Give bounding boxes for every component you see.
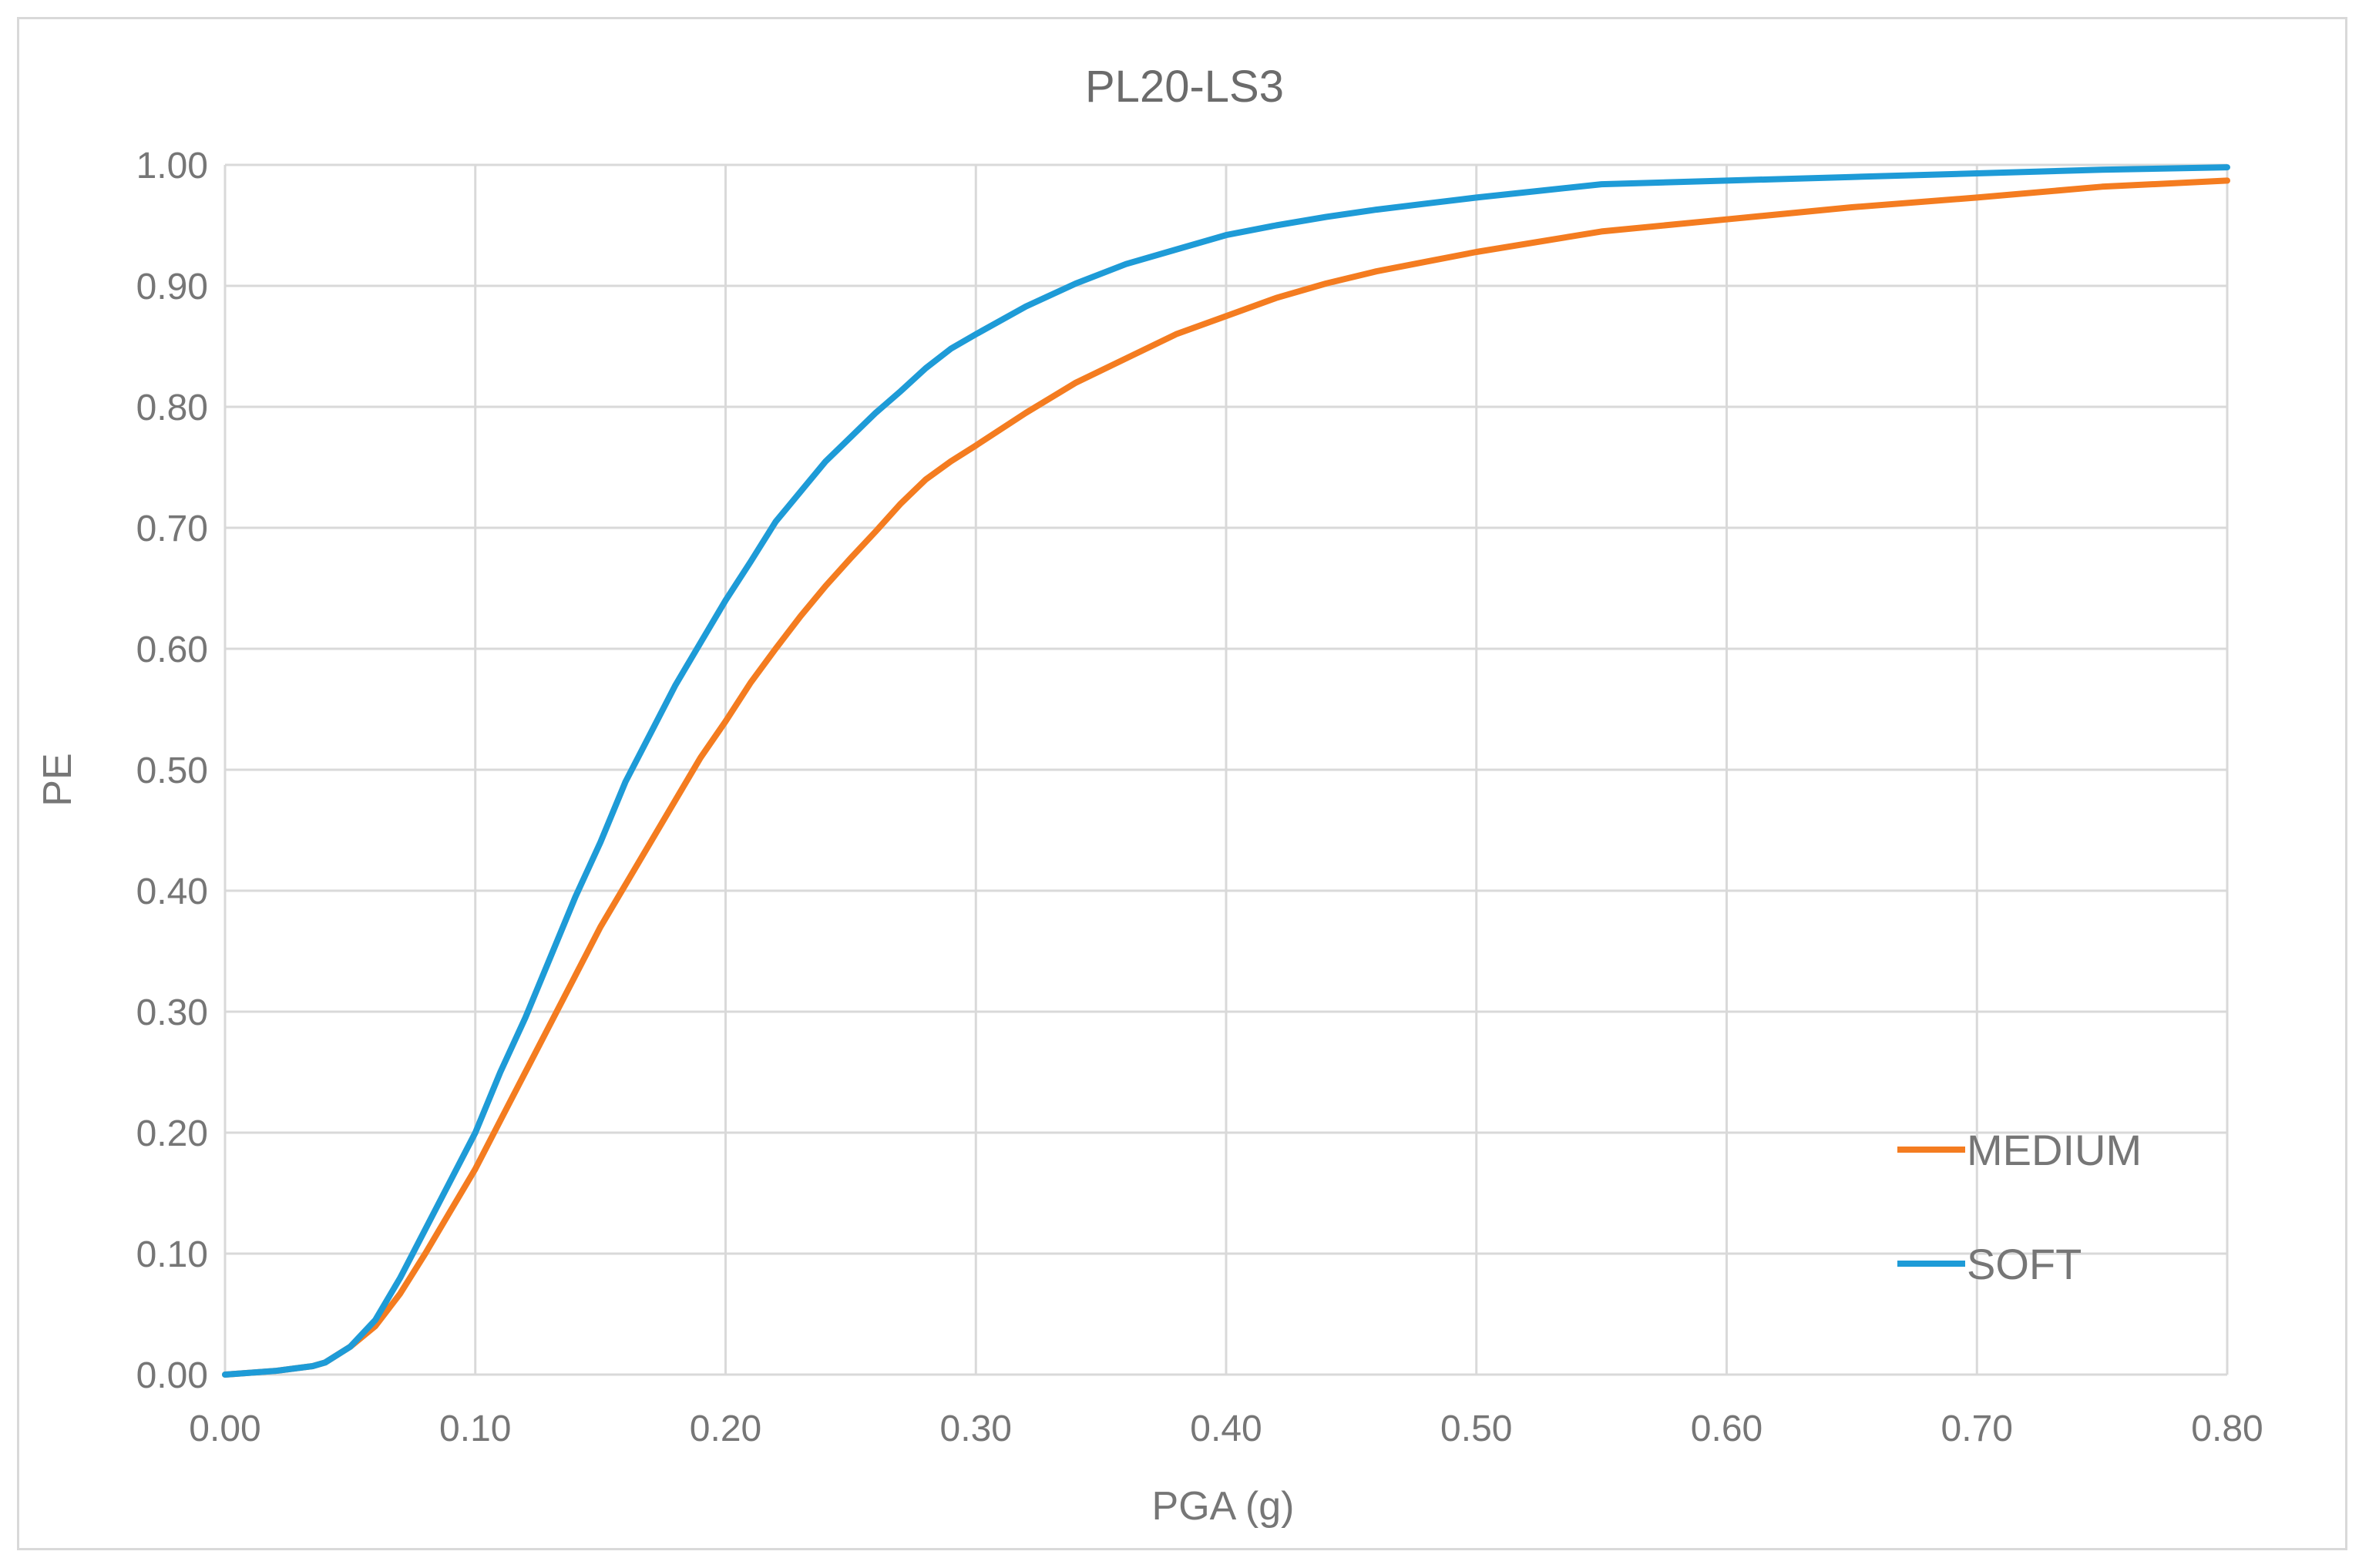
tick-label-layer: 0.00 0.10 0.20 0.30 0.40 0.50 0.60 0.70 0.80 0.90… <box>136 146 2263 1449</box>
y-tick-label: 0.00 <box>136 1355 208 1396</box>
x-tick-label: 0.40 <box>1190 1409 1262 1449</box>
x-tick-label: 0.70 <box>1941 1409 2013 1449</box>
series-line-medium <box>222 177 2230 1378</box>
y-tick-label: 0.80 <box>136 388 208 428</box>
legend-label-soft: SOFT <box>1967 1240 2082 1288</box>
x-tick-label: 0.30 <box>940 1409 1012 1449</box>
legend: MEDIUM SOFT <box>1897 1126 2142 1288</box>
y-tick-label: 0.60 <box>136 630 208 670</box>
chart-frame <box>17 17 2347 1550</box>
y-axis-title: PE <box>35 753 80 806</box>
y-tick-label: 0.10 <box>136 1234 208 1275</box>
legend-label-medium: MEDIUM <box>1967 1126 2142 1174</box>
series-layer <box>222 164 2230 1378</box>
x-tick-label: 0.10 <box>439 1409 511 1449</box>
series-line-soft <box>222 164 2230 1378</box>
y-tick-label: 0.50 <box>136 750 208 791</box>
grid-layer <box>223 163 2229 1376</box>
y-tick-label: 1.00 <box>136 146 208 186</box>
y-tick-label: 0.40 <box>136 871 208 912</box>
y-tick-label: 0.90 <box>136 267 208 307</box>
x-tick-label: 0.20 <box>690 1409 761 1449</box>
x-tick-label: 0.00 <box>189 1409 260 1449</box>
y-tick-label: 0.20 <box>136 1113 208 1154</box>
y-tick-label: 0.70 <box>136 509 208 549</box>
x-tick-label: 0.60 <box>1691 1409 1762 1449</box>
x-axis-title: PGA (g) <box>1152 1484 1295 1529</box>
x-tick-label: 0.80 <box>2191 1409 2263 1449</box>
chart-title: PL20-LS3 <box>1085 62 1284 112</box>
x-tick-label: 0.50 <box>1440 1409 1512 1449</box>
y-tick-label: 0.30 <box>136 992 208 1033</box>
